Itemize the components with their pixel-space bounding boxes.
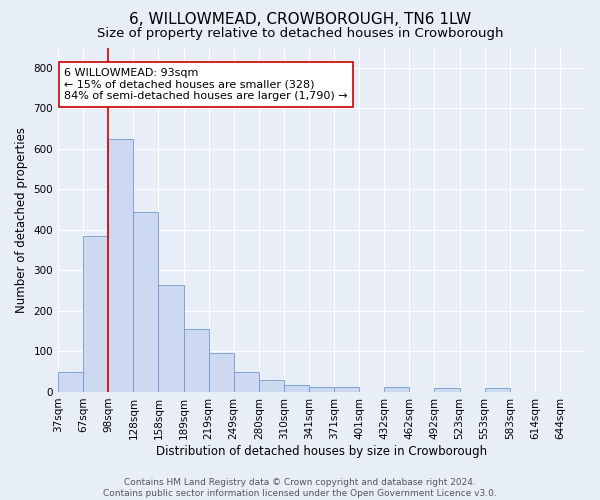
Text: 6 WILLOWMEAD: 93sqm
← 15% of detached houses are smaller (328)
84% of semi-detac: 6 WILLOWMEAD: 93sqm ← 15% of detached ho… (64, 68, 348, 101)
Bar (434, 388, 460, 392)
Bar (108, 138, 133, 392)
Bar (284, 384, 309, 392)
Bar (209, 352, 233, 392)
Bar (334, 386, 359, 392)
Bar (485, 388, 510, 392)
Bar (158, 284, 184, 392)
Bar (83, 236, 108, 392)
X-axis label: Distribution of detached houses by size in Crowborough: Distribution of detached houses by size … (156, 444, 487, 458)
Text: Contains HM Land Registry data © Crown copyright and database right 2024.
Contai: Contains HM Land Registry data © Crown c… (103, 478, 497, 498)
Bar (133, 212, 158, 392)
Y-axis label: Number of detached properties: Number of detached properties (15, 126, 28, 312)
Text: 6, WILLOWMEAD, CROWBOROUGH, TN6 1LW: 6, WILLOWMEAD, CROWBOROUGH, TN6 1LW (129, 12, 471, 28)
Bar (233, 372, 259, 392)
Bar (58, 372, 83, 392)
Bar (259, 380, 284, 392)
Bar (184, 329, 209, 392)
Text: Size of property relative to detached houses in Crowborough: Size of property relative to detached ho… (97, 28, 503, 40)
Bar (309, 386, 334, 392)
Bar (384, 386, 409, 392)
